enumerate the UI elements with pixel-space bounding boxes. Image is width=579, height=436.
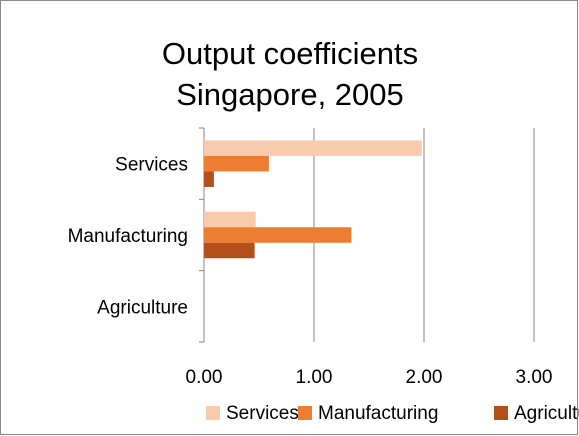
x-tick-label: 0.00 [186, 367, 223, 388]
y-tick-label: Services [115, 155, 188, 176]
legend-swatch [494, 406, 508, 420]
bar [204, 140, 422, 156]
chart-subtitle: Singapore, 2005 [176, 77, 404, 112]
legend-label: Agriculture [514, 403, 579, 424]
legend-label: Services [226, 403, 299, 424]
x-tick-label: 1.00 [296, 367, 333, 388]
bar [204, 171, 214, 187]
bar [204, 242, 255, 259]
y-tick-label: Manufacturing [68, 226, 188, 247]
x-tick-label: 2.00 [406, 367, 443, 388]
bar [204, 155, 269, 172]
bar [204, 227, 352, 243]
legend-label: Manufacturing [318, 403, 438, 424]
legend-swatch [206, 406, 220, 420]
chart-title: Output coefficients [162, 36, 418, 71]
x-tick-label: 3.00 [516, 367, 553, 388]
y-tick-label: Agriculture [97, 297, 188, 318]
bar [204, 211, 256, 228]
legend-swatch [298, 406, 312, 420]
